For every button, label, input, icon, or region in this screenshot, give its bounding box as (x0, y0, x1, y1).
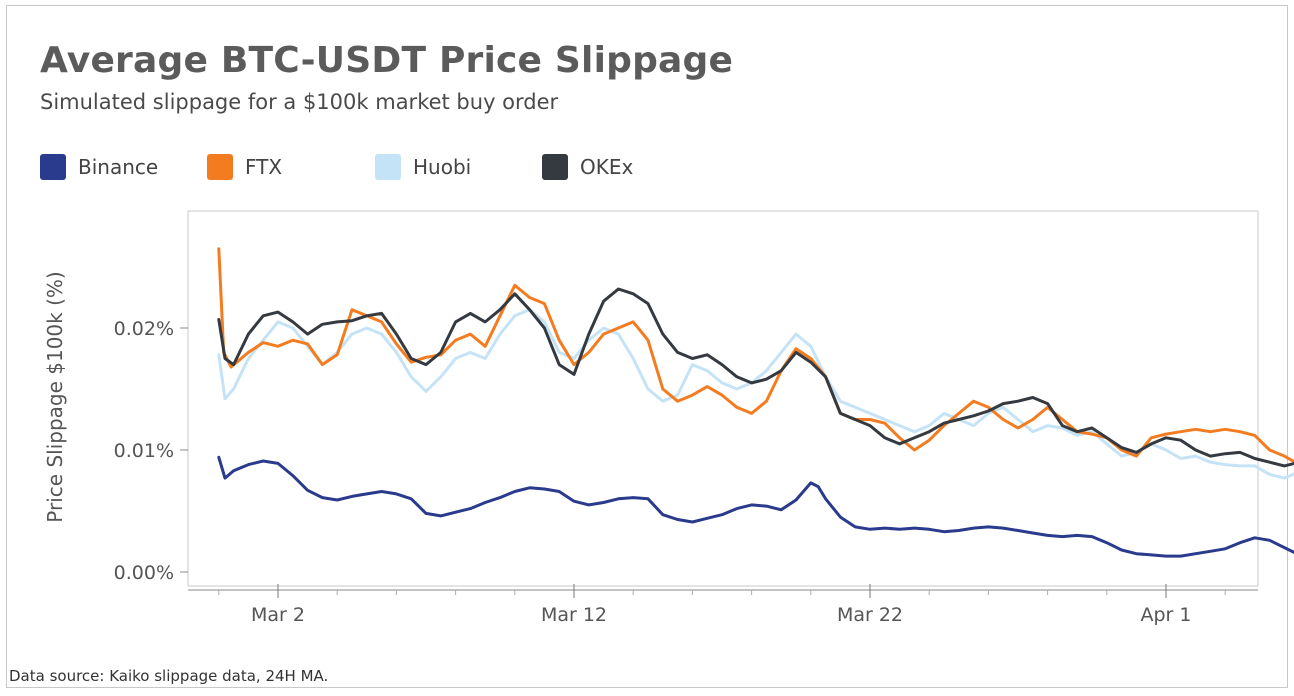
data-source-note: Data source: Kaiko slippage data, 24H MA… (9, 667, 329, 685)
legend-swatch-ftx (207, 154, 233, 180)
legend-item-okex[interactable]: OKEx (542, 152, 633, 182)
x-tick-label: Mar 12 (541, 604, 607, 626)
legend-swatch-binance (40, 154, 66, 180)
legend-label-binance: Binance (78, 155, 159, 179)
x-tick-label: Apr 1 (1141, 604, 1192, 626)
plot-area (187, 210, 1259, 587)
x-tick-label: Mar 22 (837, 604, 903, 626)
legend-item-huobi[interactable]: Huobi (375, 152, 471, 182)
x-tick-label: Mar 2 (251, 604, 305, 626)
series-layer (217, 247, 1294, 558)
y-axis-title: Price Slippage $100k (%) (43, 271, 67, 522)
legend-swatch-okex (542, 154, 568, 180)
legend-label-ftx: FTX (245, 155, 283, 179)
y-axis: 0.00% 0.01% 0.02% (114, 318, 188, 584)
series-line-ftx[interactable] (217, 247, 1294, 465)
y-tick-label: 0.01% (114, 440, 174, 462)
legend-swatch-huobi (375, 154, 401, 180)
y-tick-label: 0.02% (114, 318, 174, 340)
legend-label-huobi: Huobi (413, 155, 472, 179)
chart-subtitle: Simulated slippage for a $100k market bu… (40, 90, 559, 114)
series-line-huobi[interactable] (217, 308, 1294, 491)
y-tick-label: 0.00% (114, 562, 174, 584)
series-line-binance[interactable] (217, 455, 1294, 558)
legend-label-okex: OKEx (580, 155, 634, 179)
legend-item-binance[interactable]: Binance (40, 152, 158, 182)
x-axis: Mar 2 Mar 12 Mar 22 Apr 1 (188, 584, 1258, 626)
series-line-okex[interactable] (217, 287, 1294, 468)
legend-item-ftx[interactable]: FTX (207, 152, 282, 182)
chart-title: Average BTC-USDT Price Slippage (40, 40, 734, 81)
